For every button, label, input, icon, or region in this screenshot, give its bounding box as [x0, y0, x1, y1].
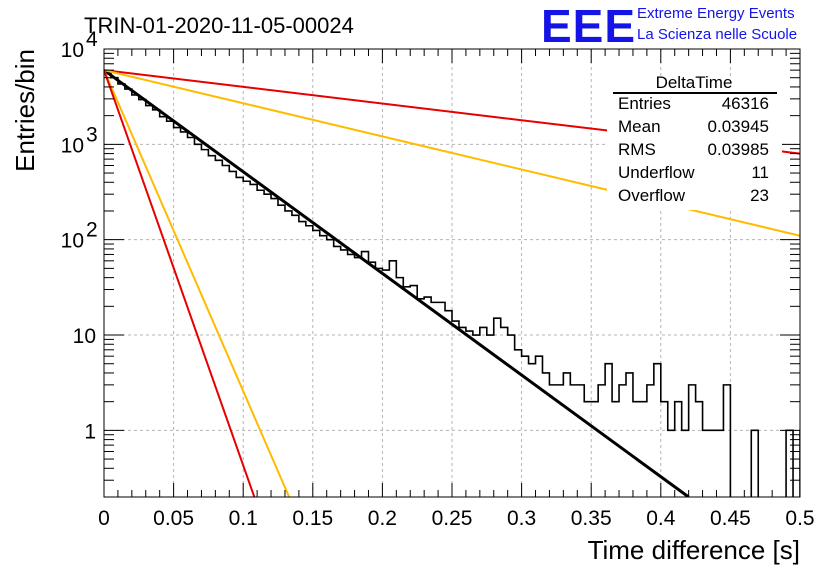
x-axis-label: Time difference [s]	[588, 535, 800, 565]
eee-tagline-1: Extreme Energy Events	[637, 5, 795, 22]
y-tick-label: 10	[73, 325, 96, 348]
chart-title: TRIN-01-2020-11-05-00024	[84, 13, 354, 38]
x-tick-label: 0.25	[432, 507, 473, 530]
x-tick-label: 0.3	[507, 507, 536, 530]
grid	[104, 49, 800, 497]
stats-background	[607, 76, 782, 210]
x-tick-label: 0.45	[710, 507, 751, 530]
reference-line-4	[104, 69, 256, 497]
stats-rows: Entries 46316 Mean 0.03945 RMS 0.03985 Underfl…	[618, 94, 769, 205]
stats-value: 0.03945	[708, 117, 769, 136]
y-tick-label: 10	[61, 230, 84, 253]
y-tick-exponent: 3	[86, 123, 98, 146]
stats-value: 0.03985	[708, 140, 769, 159]
stats-value: 11	[751, 163, 769, 182]
y-axis-label: Entries/bin	[10, 49, 40, 172]
x-tick-label: 0	[98, 507, 110, 530]
stats-label: Entries	[618, 94, 671, 113]
eee-logo-mark: EEE	[541, 0, 636, 52]
axis-ticks	[103, 48, 801, 498]
stats-label: RMS	[618, 140, 656, 159]
eee-tagline-2: La Scienza nelle Scuole	[637, 26, 797, 43]
x-tick-label: 0.4	[646, 507, 676, 530]
y-tick-exponent: 4	[86, 28, 98, 51]
stats-box: DeltaTime Entries 46316 Mean 0.03945 RMS 0.03…	[607, 73, 782, 210]
stats-label: Mean	[618, 117, 661, 136]
y-tick-exponent: 2	[86, 219, 98, 242]
delta-time-histogram	[104, 70, 800, 497]
y-tick-label: 10	[61, 39, 84, 62]
y-tick-label: 10	[61, 134, 84, 157]
stats-name: DeltaTime	[656, 73, 733, 92]
y-tick-label: 1	[84, 420, 96, 443]
x-tick-label: 0.1	[229, 507, 258, 530]
stats-value: 23	[750, 186, 769, 205]
x-tick-label: 0.15	[292, 507, 333, 530]
eee-logo: EEE Extreme Energy Events La Scienza nel…	[541, 0, 797, 52]
reference-line-3	[104, 69, 291, 497]
stats-label: Underflow	[618, 163, 695, 182]
x-tick-label: 0.2	[368, 507, 397, 530]
tick-labels: 0 0.05 0.1 0.15 0.2 0.25 0.3 0.35 0.4 0.45 0.5 1 10 1…	[61, 28, 815, 530]
stats-value: 46316	[722, 94, 769, 113]
plot-area	[104, 68, 800, 497]
x-tick-label: 0.5	[785, 507, 814, 530]
x-tick-label: 0.35	[571, 507, 612, 530]
exponential-fit-line	[104, 68, 690, 497]
x-tick-label: 0.05	[153, 507, 194, 530]
stats-label: Overflow	[618, 186, 686, 205]
